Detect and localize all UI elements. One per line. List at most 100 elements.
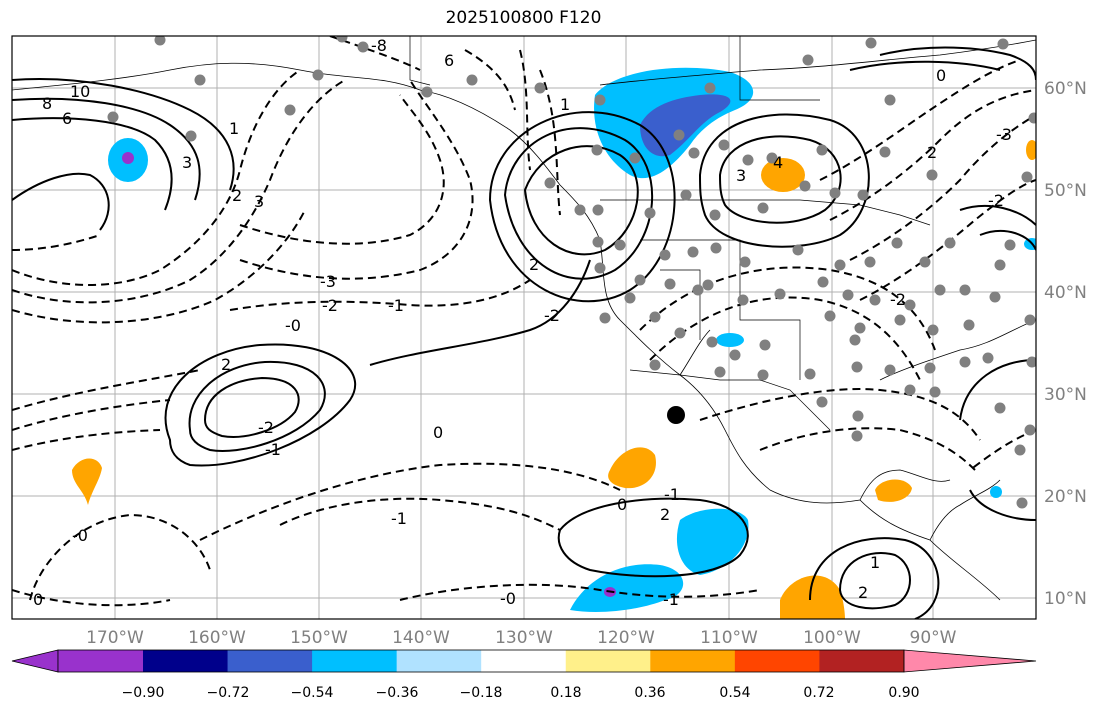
station-dot xyxy=(1014,444,1026,456)
lon-tick-label: 140°W xyxy=(392,628,450,648)
station-dot xyxy=(824,310,836,322)
station-dot xyxy=(692,284,704,296)
station-dot xyxy=(864,256,876,268)
contour-label: -2 xyxy=(890,290,906,309)
station-dot xyxy=(629,152,641,164)
station-dot xyxy=(919,256,931,268)
lon-tick-label: 170°W xyxy=(86,628,144,648)
station-dot xyxy=(944,237,956,249)
station-dot xyxy=(574,204,586,216)
colorbar-segment xyxy=(58,650,143,672)
station-dot xyxy=(851,430,863,442)
lat-tick-label: 20°N xyxy=(1044,487,1087,507)
station-dot xyxy=(336,36,348,43)
station-dot xyxy=(659,249,671,261)
colorbar-segment xyxy=(481,650,567,672)
contour-labels: 10 8 6 3 1 2 3 -3 -2 -1 -0 2 -2 -1 -0 0 … xyxy=(33,36,1012,609)
station-dot xyxy=(904,384,916,396)
contour-label: 2 xyxy=(660,505,670,524)
station-dot xyxy=(674,327,686,339)
station-dot xyxy=(884,364,896,376)
map-frame xyxy=(11,35,1037,620)
colorbar-tick-label: 0.36 xyxy=(634,685,665,701)
contour-label: 6 xyxy=(62,109,72,128)
station-dot xyxy=(774,288,786,300)
station-dot xyxy=(634,274,646,286)
contour-label: 2 xyxy=(221,355,231,374)
contour-label: 4 xyxy=(773,153,783,172)
colorbar-tick-label: 0.90 xyxy=(888,685,919,701)
station-dot xyxy=(704,82,716,94)
contour-label: -2 xyxy=(258,418,274,437)
station-dot xyxy=(710,242,722,254)
map-title: 2025100800 F120 xyxy=(445,8,602,28)
station-dot xyxy=(1024,314,1036,326)
contour-label: 6 xyxy=(444,51,454,70)
station-dot xyxy=(644,207,656,219)
contour-label: -0 xyxy=(72,526,88,545)
station-dot xyxy=(926,169,938,181)
contour-label: -2 xyxy=(322,296,338,315)
station-dot xyxy=(989,291,1001,303)
station-dot xyxy=(759,339,771,351)
contour-label: 1 xyxy=(560,95,570,114)
contour-label: -1 xyxy=(388,296,404,315)
station-dot xyxy=(854,322,866,334)
lon-tick-label: 100°W xyxy=(803,628,861,648)
station-dot xyxy=(802,54,814,66)
contour-label: -0 xyxy=(500,589,516,608)
colorbar-tick-label: −0.36 xyxy=(376,685,419,701)
contour-label: -2 xyxy=(544,306,560,325)
colorbar-segment xyxy=(819,650,905,672)
contour-label: 0 xyxy=(433,423,443,442)
longitude-labels: 170°W 160°W 150°W 140°W 130°W 120°W 110°… xyxy=(86,628,957,648)
station-dot xyxy=(927,324,939,336)
station-dot xyxy=(1004,239,1016,251)
contour-label: 1 xyxy=(229,119,239,138)
lon-tick-label: 110°W xyxy=(700,628,758,648)
station-dot xyxy=(284,104,296,116)
colorbar-segment xyxy=(396,650,482,672)
station-dot xyxy=(614,239,626,251)
station-dot xyxy=(592,204,604,216)
station-dot xyxy=(884,94,896,106)
contour-label: 2 xyxy=(232,186,242,205)
station-dot xyxy=(857,189,869,201)
station-dot xyxy=(739,256,751,268)
station-dot xyxy=(649,359,661,371)
contour-label: 0 xyxy=(617,495,627,514)
station-dot xyxy=(852,410,864,422)
station-dot xyxy=(829,187,841,199)
station-dot xyxy=(1016,497,1028,509)
lon-tick-label: 120°W xyxy=(597,628,655,648)
station-dot xyxy=(929,386,941,398)
station-dot xyxy=(544,177,556,189)
colorbar-segment xyxy=(312,650,398,672)
lon-tick-label: 130°W xyxy=(495,628,553,648)
station-dot xyxy=(594,262,606,274)
colorbar-tick-labels: −0.90 −0.72 −0.54 −0.36 −0.18 0.18 0.36 … xyxy=(122,685,920,701)
contour-label: -1 xyxy=(391,509,407,528)
station-dot xyxy=(194,74,206,86)
station-dot xyxy=(904,299,916,311)
station-dot xyxy=(799,180,811,192)
station-dot xyxy=(891,237,903,249)
station-dot xyxy=(664,278,676,290)
station-dot xyxy=(599,312,611,324)
station-dot xyxy=(757,369,769,381)
colorbar-tick-label: −0.90 xyxy=(122,685,165,701)
station-dot xyxy=(869,294,881,306)
colorbar-extend-max xyxy=(903,649,1037,673)
station-dot xyxy=(924,362,936,374)
station-dot xyxy=(592,236,604,248)
station-dot xyxy=(804,368,816,380)
contour-label: 10 xyxy=(70,82,90,101)
station-dot xyxy=(673,129,685,141)
station-dot xyxy=(879,146,891,158)
lat-tick-label: 50°N xyxy=(1044,181,1087,201)
station-dot xyxy=(714,366,726,378)
contour-label: 2 xyxy=(529,255,539,274)
colorbar-tick-label: 0.72 xyxy=(803,685,834,701)
station-dot xyxy=(849,334,861,346)
station-dot xyxy=(994,259,1006,271)
